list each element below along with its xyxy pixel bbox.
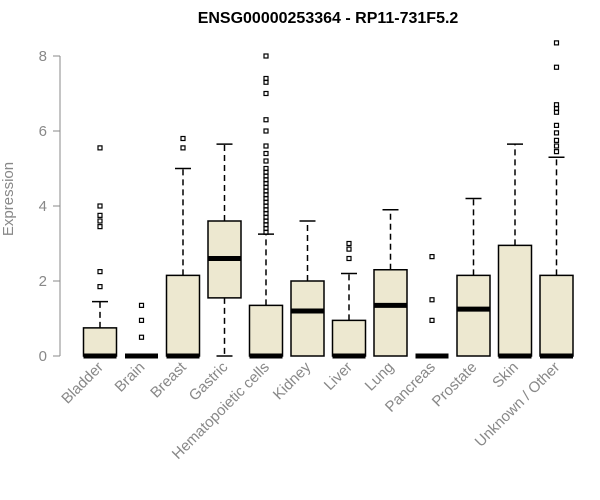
- y-tick-label: 2: [39, 273, 47, 290]
- outlier-point: [553, 64, 560, 70]
- outlier-point: [429, 317, 435, 323]
- outlier-point: [263, 53, 269, 59]
- outlier-point: [138, 317, 145, 323]
- outlier-point: [138, 334, 145, 340]
- y-axis: 0 2 4 6 8: [39, 48, 61, 365]
- outlier-point: [97, 284, 103, 290]
- outlier-point: [97, 269, 103, 275]
- x-tick-label: Prostate: [429, 359, 481, 411]
- x-tick-label: Breast: [147, 358, 190, 401]
- box-group: [331, 240, 367, 359]
- box-iqr: [165, 274, 201, 357]
- box-group: [82, 145, 118, 359]
- boxes-layer: [82, 40, 574, 359]
- outlier-point: [263, 165, 269, 172]
- box-group: [125, 302, 158, 359]
- outlier-point: [346, 246, 352, 252]
- y-axis-label: Expression: [0, 162, 17, 236]
- box-iqr: [331, 319, 367, 357]
- box-group: [497, 143, 533, 359]
- box-group: [539, 40, 574, 359]
- box-group: [165, 135, 201, 359]
- y-tick-label: 4: [39, 198, 47, 215]
- box-group: [290, 220, 325, 357]
- x-tick-label: Kidney: [270, 358, 315, 403]
- y-tick-label: 8: [39, 48, 47, 65]
- outlier-point: [553, 137, 560, 143]
- outlier-point: [263, 143, 269, 149]
- chart-title: ENSG00000253364 - RP11-731F5.2: [198, 10, 459, 27]
- box-iqr: [248, 304, 284, 357]
- y-tick-label: 6: [39, 123, 47, 140]
- box-group: [207, 143, 242, 357]
- box-iqr: [497, 244, 533, 357]
- outlier-point: [97, 218, 103, 224]
- outlier-point: [97, 212, 103, 218]
- x-tick-label: Skin: [489, 359, 522, 392]
- outlier-point: [263, 117, 269, 123]
- x-tick-label: Lung: [362, 359, 398, 395]
- box-iqr: [456, 274, 491, 357]
- x-tick-label: Brain: [112, 359, 149, 396]
- box-group: [248, 53, 284, 359]
- x-tick-label: Liver: [321, 359, 356, 394]
- outlier-point: [346, 240, 352, 247]
- box-iqr: [82, 327, 118, 357]
- box-iqr: [373, 269, 408, 357]
- outlier-point: [97, 145, 103, 151]
- box-group: [456, 197, 491, 357]
- y-tick-label: 0: [39, 348, 47, 365]
- outlier-point: [553, 149, 560, 155]
- outlier-point: [429, 254, 435, 260]
- outlier-point: [180, 145, 186, 151]
- outlier-point: [263, 128, 269, 134]
- outlier-point: [553, 130, 560, 136]
- outlier-point: [429, 297, 435, 303]
- outlier-point: [138, 302, 145, 308]
- outlier-point: [97, 203, 103, 209]
- outlier-point: [263, 90, 269, 97]
- outlier-point: [263, 158, 269, 164]
- outlier-point: [553, 109, 560, 115]
- x-tick-label: Bladder: [58, 359, 107, 408]
- box-group: [373, 209, 408, 357]
- outlier-point: [263, 150, 269, 157]
- box-iqr: [290, 280, 325, 357]
- outlier-point: [180, 135, 186, 142]
- outlier-point: [263, 75, 269, 82]
- outlier-point: [553, 40, 560, 46]
- box-iqr: [539, 274, 574, 357]
- outlier-point: [553, 143, 560, 149]
- outlier-point: [553, 122, 560, 128]
- outlier-point: [97, 224, 103, 230]
- outlier-point: [346, 255, 352, 262]
- box-group: [415, 254, 449, 359]
